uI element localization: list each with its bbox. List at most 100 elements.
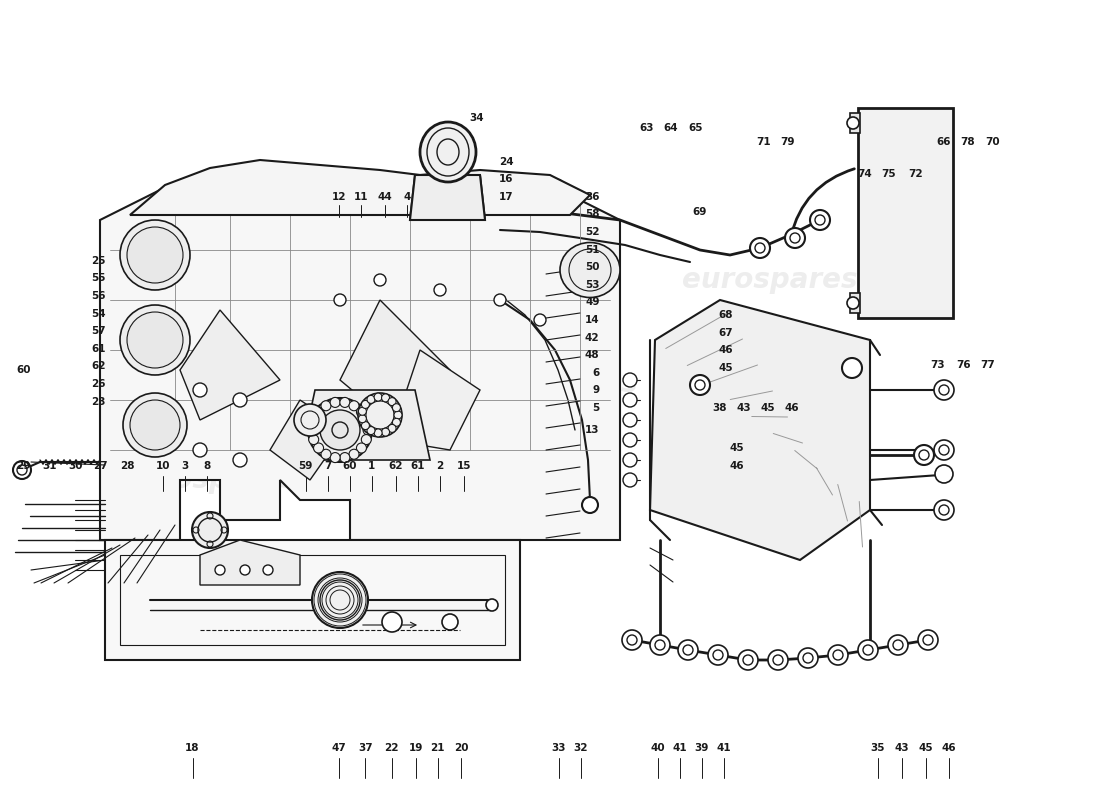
- Text: 27: 27: [94, 462, 108, 471]
- Text: 13: 13: [585, 426, 600, 435]
- Circle shape: [334, 294, 346, 306]
- Text: 25: 25: [91, 256, 106, 266]
- Circle shape: [233, 453, 248, 467]
- Text: 31: 31: [43, 462, 57, 471]
- Text: 22: 22: [384, 743, 399, 753]
- Circle shape: [798, 648, 818, 668]
- Circle shape: [374, 429, 382, 437]
- Text: 5: 5: [592, 403, 600, 413]
- Text: 76: 76: [956, 360, 971, 370]
- Text: 46: 46: [784, 403, 800, 413]
- Circle shape: [367, 395, 375, 403]
- Circle shape: [486, 599, 498, 611]
- Circle shape: [359, 407, 366, 415]
- Bar: [120, 555, 505, 645]
- Circle shape: [388, 424, 396, 432]
- Circle shape: [650, 635, 670, 655]
- Circle shape: [888, 635, 907, 655]
- Polygon shape: [410, 175, 485, 220]
- Text: 28: 28: [120, 462, 134, 471]
- Ellipse shape: [560, 242, 620, 298]
- Circle shape: [708, 645, 728, 665]
- Circle shape: [934, 500, 954, 520]
- Circle shape: [623, 373, 637, 387]
- Text: 9: 9: [593, 386, 600, 395]
- Text: 16: 16: [499, 174, 514, 184]
- Text: 60: 60: [342, 462, 358, 471]
- Circle shape: [858, 640, 878, 660]
- Circle shape: [330, 398, 340, 407]
- Text: eurospares: eurospares: [682, 266, 858, 294]
- Circle shape: [349, 450, 359, 459]
- Circle shape: [309, 434, 319, 445]
- Ellipse shape: [130, 400, 180, 450]
- Circle shape: [340, 398, 350, 407]
- Circle shape: [738, 650, 758, 670]
- Text: eurospares: eurospares: [462, 370, 638, 398]
- Text: 36: 36: [585, 192, 600, 202]
- Circle shape: [621, 630, 642, 650]
- Text: 46: 46: [718, 346, 734, 355]
- Text: 69: 69: [692, 207, 707, 217]
- Text: 57: 57: [91, 326, 106, 336]
- Circle shape: [934, 440, 954, 460]
- Text: 2: 2: [437, 462, 443, 471]
- Polygon shape: [200, 540, 300, 585]
- Circle shape: [240, 565, 250, 575]
- Polygon shape: [300, 390, 430, 460]
- Circle shape: [582, 497, 598, 513]
- Circle shape: [362, 422, 370, 430]
- Text: 20: 20: [453, 743, 469, 753]
- Text: 21: 21: [430, 743, 446, 753]
- Circle shape: [842, 358, 862, 378]
- Text: 12: 12: [331, 192, 346, 202]
- Text: 41: 41: [716, 743, 732, 753]
- Polygon shape: [180, 310, 280, 420]
- Circle shape: [321, 401, 331, 410]
- Text: 43: 43: [736, 403, 751, 413]
- Circle shape: [308, 398, 372, 462]
- Ellipse shape: [126, 227, 183, 283]
- Text: 35: 35: [870, 743, 886, 753]
- Circle shape: [307, 425, 317, 435]
- Circle shape: [349, 401, 359, 410]
- Text: 53: 53: [585, 280, 600, 290]
- Text: 73: 73: [930, 360, 945, 370]
- Circle shape: [934, 380, 954, 400]
- Circle shape: [320, 410, 360, 450]
- Text: 38: 38: [712, 403, 727, 413]
- Circle shape: [361, 415, 372, 426]
- Circle shape: [359, 414, 366, 422]
- Text: 43: 43: [894, 743, 910, 753]
- Text: 62: 62: [91, 362, 106, 371]
- Text: 54: 54: [91, 309, 106, 318]
- Bar: [850, 293, 860, 313]
- Circle shape: [382, 612, 402, 632]
- Ellipse shape: [123, 393, 187, 457]
- Circle shape: [785, 228, 805, 248]
- Text: 64: 64: [663, 123, 679, 133]
- Circle shape: [394, 411, 402, 419]
- Text: 51: 51: [585, 245, 600, 254]
- Text: 37: 37: [358, 743, 373, 753]
- Text: 63: 63: [639, 123, 654, 133]
- Text: 61: 61: [410, 462, 426, 471]
- Text: 52: 52: [585, 227, 600, 237]
- Circle shape: [847, 117, 859, 129]
- Text: 24: 24: [499, 157, 514, 166]
- Bar: [858, 108, 953, 318]
- Circle shape: [233, 393, 248, 407]
- Text: 55: 55: [91, 274, 106, 283]
- Text: 48: 48: [585, 350, 600, 360]
- Circle shape: [13, 461, 31, 479]
- Text: 46: 46: [942, 743, 957, 753]
- Text: 19: 19: [408, 743, 424, 753]
- Text: 67: 67: [718, 328, 734, 338]
- Text: 79: 79: [780, 138, 795, 147]
- Circle shape: [192, 383, 207, 397]
- Ellipse shape: [120, 220, 190, 290]
- Text: 17: 17: [499, 192, 514, 202]
- Polygon shape: [130, 160, 590, 215]
- Text: 41: 41: [672, 743, 688, 753]
- Circle shape: [314, 443, 323, 453]
